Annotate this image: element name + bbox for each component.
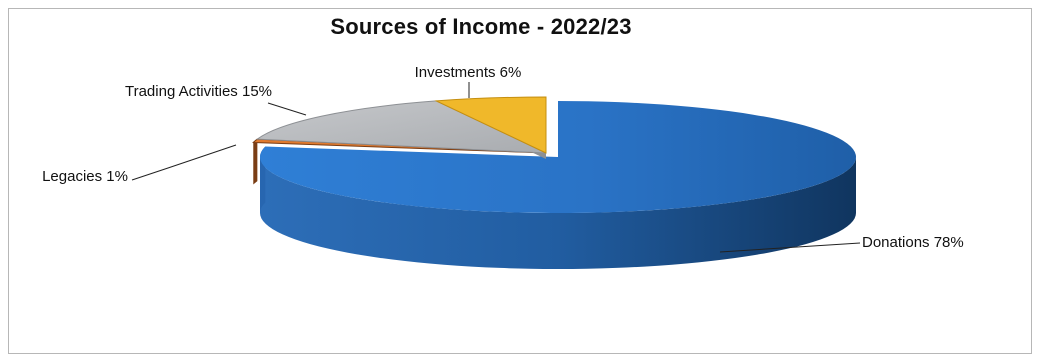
label-donations-leader: [719, 242, 861, 253]
label-legacies-leader: [131, 144, 237, 181]
label-donations: Donations 78%: [862, 234, 964, 251]
label-trading-activities-leader: [267, 102, 307, 116]
slice-investments: [434, 96, 547, 154]
slice-legacies-side: [253, 139, 258, 185]
label-legacies: Legacies 1%: [42, 168, 128, 185]
slice-donations-side: [260, 157, 856, 269]
chart-title: Sources of Income - 2022/23: [330, 14, 632, 39]
label-trading-activities: Trading Activities 15%: [125, 83, 272, 100]
slice-trading-activities: [255, 100, 547, 154]
slice-donations: [260, 101, 856, 213]
label-investments: Investments 6%: [415, 64, 522, 81]
